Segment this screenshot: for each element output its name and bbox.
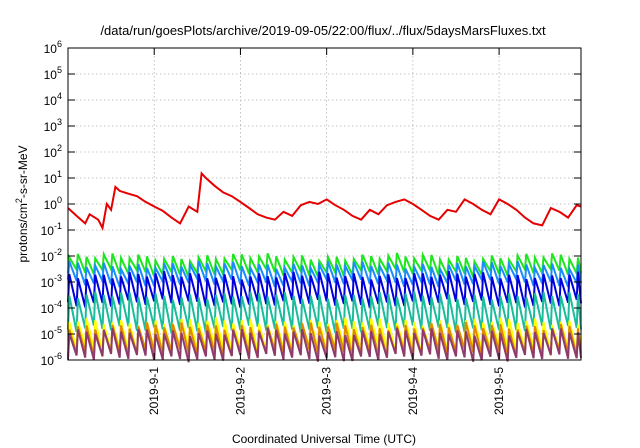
y-tick-label: 10-2	[41, 247, 62, 264]
y-tick-label: 10-1	[41, 221, 62, 238]
y-tick-label: 103	[44, 117, 62, 134]
y-tick-label: 10-3	[41, 273, 62, 290]
y-tick-label: 100	[44, 195, 62, 212]
series-group	[67, 171, 582, 363]
y-tick-label: 104	[44, 91, 62, 108]
y-tick-label: 10-5	[41, 325, 62, 342]
y-tick-label: 106	[44, 39, 62, 56]
y-tick-label: 10-6	[41, 351, 62, 368]
x-axis: 2019-9-1 2019-9-2 2019-9-3 2019-9-4 2019-9-5	[147, 48, 506, 415]
y-tick-label: 105	[44, 65, 62, 82]
y-axis: 10-6 10-5 10-4 10-3 10-2 10-1 100 101 102 103 104 1…	[41, 39, 581, 368]
x-tick-label: 2019-9-4	[406, 367, 420, 415]
x-tick-label: 2019-9-3	[320, 367, 334, 415]
y-tick-label: 10-4	[41, 299, 62, 316]
x-tick-label: 2019-9-5	[492, 367, 506, 415]
y-tick-label: 101	[44, 169, 62, 186]
series-line	[67, 171, 582, 231]
x-tick-label: 2019-9-2	[233, 367, 247, 415]
chart-title: /data/run/goesPlots/archive/2019-09-05/2…	[100, 23, 546, 38]
x-axis-label: Coordinated Universal Time (UTC)	[232, 432, 416, 446]
y-tick-label: 102	[44, 143, 62, 160]
y-axis-label: protons/cm2-s-sr-MeV	[14, 145, 30, 262]
x-tick-label: 2019-9-1	[147, 367, 161, 415]
